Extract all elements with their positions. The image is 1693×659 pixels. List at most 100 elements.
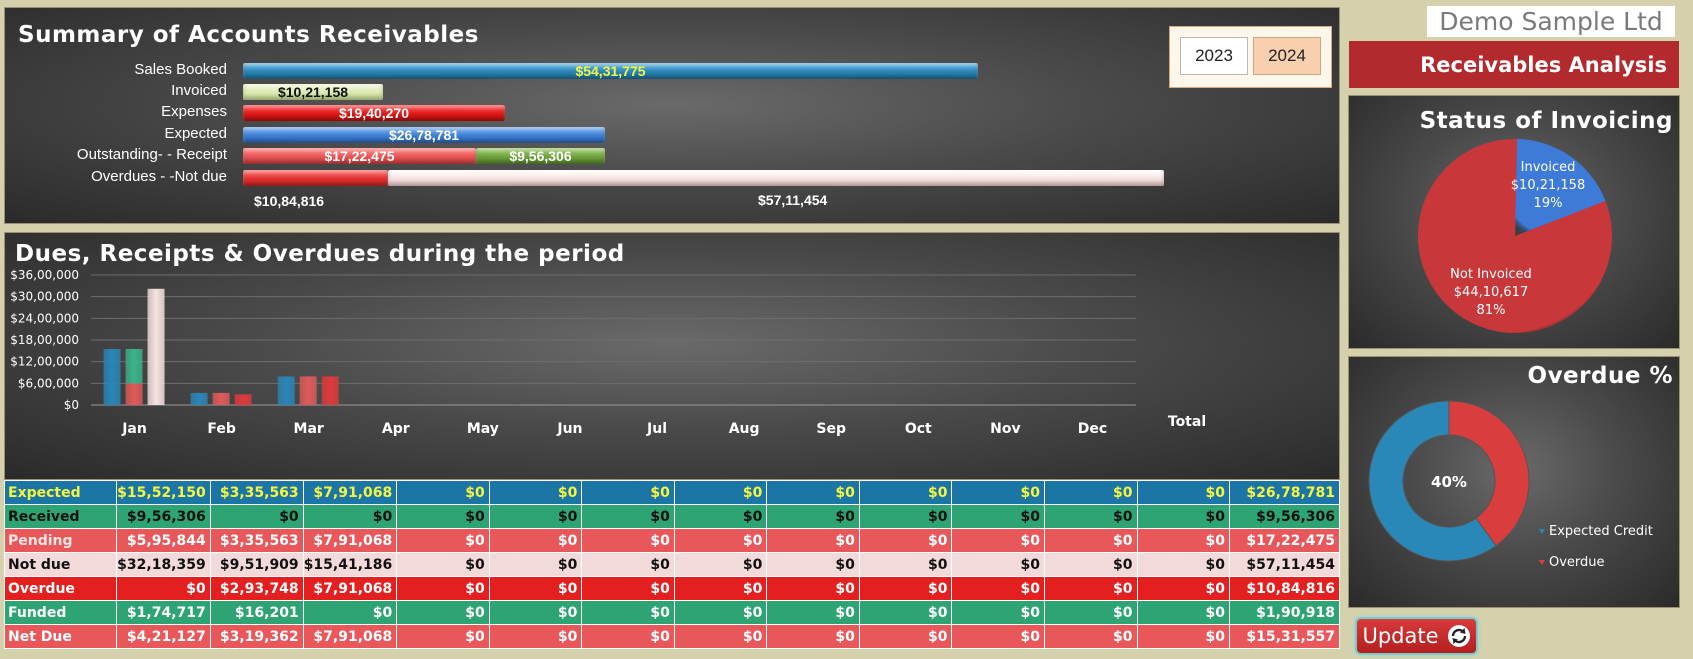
table-cell: $0 (1043, 480, 1138, 505)
table-cell: $0 (115, 576, 211, 601)
bar-value-overdue: $10,84,816 (254, 193, 325, 209)
label-expenses: Expenses (161, 103, 227, 120)
table-cell: $0 (581, 552, 675, 577)
donut-slice-overdue (1448, 400, 1530, 547)
label-outstanding: Outstanding- - Receipt (76, 146, 227, 163)
dues-panel: $0 $6,00,000 $12,00,000 $18,00,000 $24,00,00… (4, 232, 1340, 480)
label-sales-booked: Sales Booked (134, 61, 227, 78)
pie-value-invoiced: $10,21,158 (1511, 178, 1585, 193)
company-name: Demo Sample Ltd (1427, 6, 1675, 37)
table-cell: $0 (858, 528, 953, 553)
table-row-received: Received $9,56,306 $0 $0 $0 $0 $0 $0 $0 $0 $0 $0 $0 $… (4, 504, 1340, 529)
overdue-title: Overdue % (1527, 363, 1673, 389)
bar-not-due (147, 288, 165, 405)
label-expected: Expected (164, 125, 227, 142)
table-cell: $0 (1136, 576, 1231, 601)
table-cell: $0 (1043, 504, 1138, 529)
pie-slice-invoiced (1515, 139, 1606, 236)
row-label: Received (4, 504, 117, 529)
update-button[interactable]: Update (1355, 617, 1478, 655)
bar-expenses: $19,40,270 (243, 105, 505, 121)
x-tick-label: Oct (905, 421, 932, 437)
year-2023-button[interactable]: 2023 (1180, 37, 1248, 75)
table-cell: $0 (951, 528, 1045, 553)
table-cell: $0 (673, 576, 768, 601)
table-cell: $0 (396, 576, 490, 601)
y-tick-label: $24,00,000 (10, 311, 79, 325)
table-cell: $0 (302, 504, 398, 529)
table-cell: $0 (673, 552, 768, 577)
x-tick-label: Aug (729, 421, 760, 437)
table-cell: $0 (951, 600, 1045, 625)
table-cell: $3,19,362 (209, 624, 304, 649)
table-cell: $3,35,563 (209, 528, 304, 553)
table-cell-total: $1,90,918 (1229, 600, 1340, 625)
table-cell: $7,91,068 (302, 576, 398, 601)
table-cell: $0 (951, 576, 1045, 601)
table-cell: $0 (488, 576, 583, 601)
row-label: Expected (4, 480, 117, 505)
table-cell: $32,18,359 (115, 552, 211, 577)
table-cell: $0 (1043, 576, 1138, 601)
table-cell: $0 (581, 600, 675, 625)
table-cell: $7,91,068 (302, 624, 398, 649)
bar-outstanding-pending: $17,22,475 (243, 148, 476, 164)
bar-overdue (234, 394, 252, 405)
bar-value-outstanding-receipt: $9,56,306 (509, 148, 572, 164)
pie-label-not-invoiced: Not Invoiced (1450, 267, 1532, 282)
table-cell: $0 (951, 624, 1045, 649)
table-cell-total: $10,84,816 (1229, 576, 1340, 601)
analysis-banner: Receivables Analysis (1349, 41, 1679, 88)
row-label: Net Due (4, 624, 117, 649)
table-cell: $0 (396, 552, 490, 577)
table-cell: $4,21,127 (115, 624, 211, 649)
x-tick-label: Apr (382, 421, 410, 437)
refresh-icon (1447, 625, 1470, 647)
row-label: Funded (4, 600, 117, 625)
year-selector: 2023 2024 (1169, 26, 1332, 88)
pie-slice-not-invoiced (1418, 139, 1612, 333)
table-cell: $0 (488, 528, 583, 553)
table-cell: $0 (209, 504, 304, 529)
x-tick-label: Jun (556, 421, 582, 437)
table-cell-total: $17,22,475 (1229, 528, 1340, 553)
table-cell: $0 (396, 480, 490, 505)
bar-value-expected: $26,78,781 (388, 127, 460, 143)
dues-chart: $0 $6,00,000 $12,00,000 $18,00,000 $24,00,00… (10, 268, 1206, 437)
bar-invoiced: $10,21,158 (243, 84, 383, 100)
bar-not-due (388, 170, 1164, 186)
bar-value-sales-booked: $54,31,775 (575, 63, 646, 79)
donut-slice-expected-credit (1368, 400, 1497, 562)
invoicing-title: Status of Invoicing (1419, 108, 1673, 134)
bar-expected: $26,78,781 (243, 127, 605, 143)
year-2024-button[interactable]: 2024 (1253, 37, 1321, 75)
bar-outstanding-receipt: $9,56,306 (476, 148, 605, 164)
bar-value-invoiced: $10,21,158 (277, 84, 349, 100)
table-cell: $7,91,068 (302, 528, 398, 553)
table-row-not-due: Not due $32,18,359 $9,51,909 $15,41,186 $0 $0… (4, 552, 1340, 577)
x-tick-label: Jul (646, 421, 667, 437)
data-table: Expected $15,52,150 $3,35,563 $7,91,068 $0 $0… (4, 480, 1340, 649)
y-tick-label: $36,00,000 (10, 268, 79, 282)
table-cell: $0 (1043, 528, 1138, 553)
table-cell: $0 (581, 528, 675, 553)
table-cell: $0 (581, 624, 675, 649)
table-cell: $9,51,909 (209, 552, 304, 577)
table-row-pending: Pending $5,95,844 $3,35,563 $7,91,068 $0 $0 $0… (4, 528, 1340, 553)
y-tick-label: $6,00,000 (18, 376, 79, 390)
table-cell: $16,201 (209, 600, 304, 625)
table-cell: $0 (858, 600, 953, 625)
table-cell: $0 (396, 600, 490, 625)
legend-marker (1539, 560, 1545, 565)
bar-overdue (243, 170, 388, 186)
table-cell: $0 (488, 624, 583, 649)
table-cell: $0 (488, 480, 583, 505)
table-cell: $0 (766, 552, 860, 577)
table-cell: $0 (673, 504, 768, 529)
table-cell: $0 (1043, 624, 1138, 649)
table-cell: $15,52,150 (115, 480, 211, 505)
table-cell: $0 (488, 504, 583, 529)
table-cell: $0 (766, 576, 860, 601)
table-cell: $3,35,563 (209, 480, 304, 505)
donut-center-label: 40% (1431, 473, 1467, 491)
